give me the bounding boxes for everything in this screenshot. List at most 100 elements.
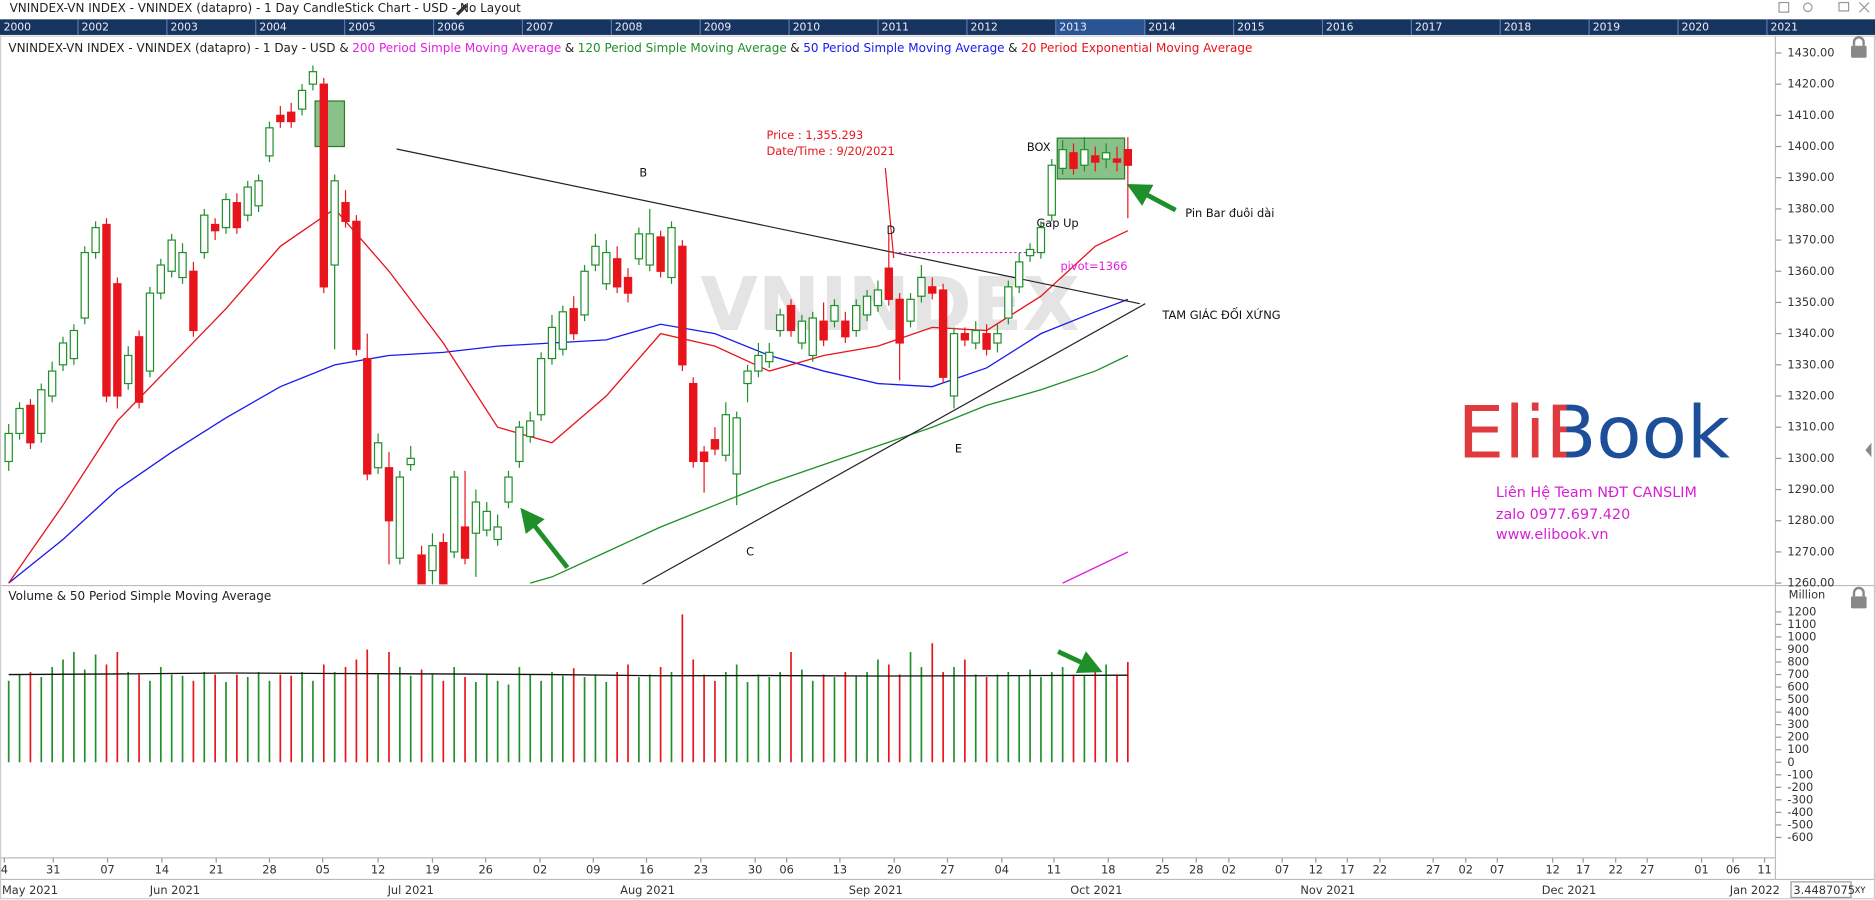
legend: VNINDEX-VN INDEX - VNINDEX (datapro) - 1… xyxy=(8,41,1252,55)
candle-body xyxy=(178,251,187,279)
candle-body xyxy=(471,501,481,534)
candle-body xyxy=(797,320,807,344)
navigator-year: 2004 xyxy=(259,21,287,34)
candle-body xyxy=(221,198,231,229)
lock-icon[interactable] xyxy=(1851,596,1867,609)
candle-body xyxy=(352,220,361,350)
month-label: Sep 2021 xyxy=(849,883,903,897)
x-tick-label: 28 xyxy=(1189,862,1203,876)
volume-tick-label: 0 xyxy=(1787,755,1794,769)
x-tick-label: 13 xyxy=(833,862,847,876)
lock-shackle xyxy=(1852,586,1865,597)
volume-tick-label: 500 xyxy=(1787,692,1809,706)
y-tick-label: 1280.00 xyxy=(1787,513,1834,527)
month-label: May 2021 xyxy=(2,883,58,897)
candle-body xyxy=(460,526,470,559)
wave-label: C xyxy=(746,544,754,558)
volume-unit: Million xyxy=(1789,588,1826,602)
candle-body xyxy=(699,451,709,463)
volume-tick-label: -300 xyxy=(1787,792,1813,806)
candle-body xyxy=(569,308,578,335)
month-label: Dec 2021 xyxy=(1542,883,1597,897)
candle-body xyxy=(819,320,828,341)
candle-body xyxy=(743,370,752,385)
x-tick-label: 17 xyxy=(1576,862,1590,876)
candle-body xyxy=(591,245,600,266)
candle-body xyxy=(1047,164,1056,216)
candle-body xyxy=(602,251,611,285)
lock-icon[interactable] xyxy=(1851,45,1867,58)
logo-contact: Liên Hệ Team NĐT CANSLIM xyxy=(1496,485,1697,501)
candle-body xyxy=(667,227,676,279)
navigator-year: 2008 xyxy=(615,21,643,34)
x-tick-label: 17 xyxy=(1340,862,1354,876)
date-annotation: Date/Time : 9/20/2021 xyxy=(767,144,895,158)
volume-tick-label: 700 xyxy=(1787,667,1809,681)
navigator-year: 2015 xyxy=(1237,21,1264,34)
candle-body xyxy=(1025,248,1035,257)
navigator-window[interactable] xyxy=(1055,19,1146,35)
price-annotation: Price : 1,355.293 xyxy=(767,128,864,142)
legend-prefix: VNINDEX-VN INDEX - VNINDEX (datapro) - 1… xyxy=(8,41,348,55)
y-tick-label: 1330.00 xyxy=(1787,357,1834,371)
candle-body xyxy=(982,333,991,350)
candle-body xyxy=(15,407,24,435)
collapse-icon[interactable] xyxy=(1865,442,1872,458)
cursor-mode[interactable]: XY xyxy=(1855,885,1867,895)
axes: 1260.00 1270.00 1280.00 1290.00 1300.00 1310.… xyxy=(1,45,1835,896)
y-tick-label: 1340.00 xyxy=(1787,326,1834,340)
candle-body xyxy=(884,267,894,300)
wave-label: B xyxy=(639,165,647,179)
icon[interactable] xyxy=(1803,2,1813,13)
volume-tick-label: 100 xyxy=(1787,742,1809,756)
volume-tick-label: -100 xyxy=(1787,767,1813,781)
x-tick-label: 09 xyxy=(586,862,600,876)
navigator-year: 2016 xyxy=(1326,21,1354,34)
navigator-year: 2002 xyxy=(82,21,109,34)
candle-body xyxy=(200,214,209,254)
candle-body xyxy=(938,289,948,378)
navigator-year: 2017 xyxy=(1415,21,1442,34)
close-icon[interactable] xyxy=(1858,2,1870,13)
moving-average xyxy=(1062,551,1129,584)
navigator-year: 2005 xyxy=(348,21,375,34)
legend-separator: & xyxy=(565,41,574,55)
moving-average xyxy=(530,354,1129,584)
legend-separator: & xyxy=(790,41,799,55)
candle-body xyxy=(210,223,220,232)
candle-body xyxy=(341,202,350,222)
month-label: Aug 2021 xyxy=(620,883,675,897)
arrow xyxy=(1126,184,1177,213)
candle-body xyxy=(102,223,111,397)
candle-body xyxy=(91,227,100,254)
x-tick-label: 16 xyxy=(639,862,653,876)
x-tick-label: 07 xyxy=(100,862,114,876)
icon[interactable] xyxy=(1778,1,1790,13)
x-tick-label: 31 xyxy=(46,862,60,876)
candle-body xyxy=(623,276,633,294)
candle-body xyxy=(189,270,198,332)
cursor-value: 3.4487075 xyxy=(1793,883,1855,897)
y-tick-label: 1290.00 xyxy=(1787,482,1834,496)
candle-body xyxy=(145,292,155,372)
candle-body xyxy=(134,336,144,403)
x-tick-label: 30 xyxy=(748,862,762,876)
candle-body xyxy=(373,442,383,469)
x-tick-label: 11 xyxy=(1047,862,1061,876)
candle-body xyxy=(297,89,307,110)
x-tick-label: 07 xyxy=(1490,862,1504,876)
candle-body xyxy=(265,127,274,157)
navigator[interactable] xyxy=(0,19,1875,35)
candle-body xyxy=(949,333,959,397)
logo-zalo: zalo 0977.697.420 xyxy=(1496,507,1630,523)
x-tick-label: 12 xyxy=(1545,862,1559,876)
candle-body xyxy=(873,289,883,307)
volume-pane xyxy=(7,614,1129,763)
candle-body xyxy=(1091,155,1100,163)
candle-body xyxy=(308,71,318,85)
candle-body xyxy=(808,317,817,357)
y-tick-label: 1410.00 xyxy=(1787,108,1834,122)
icon[interactable] xyxy=(1838,1,1850,12)
edit-icon[interactable] xyxy=(455,3,468,16)
volume-tick-label: -200 xyxy=(1787,780,1813,794)
